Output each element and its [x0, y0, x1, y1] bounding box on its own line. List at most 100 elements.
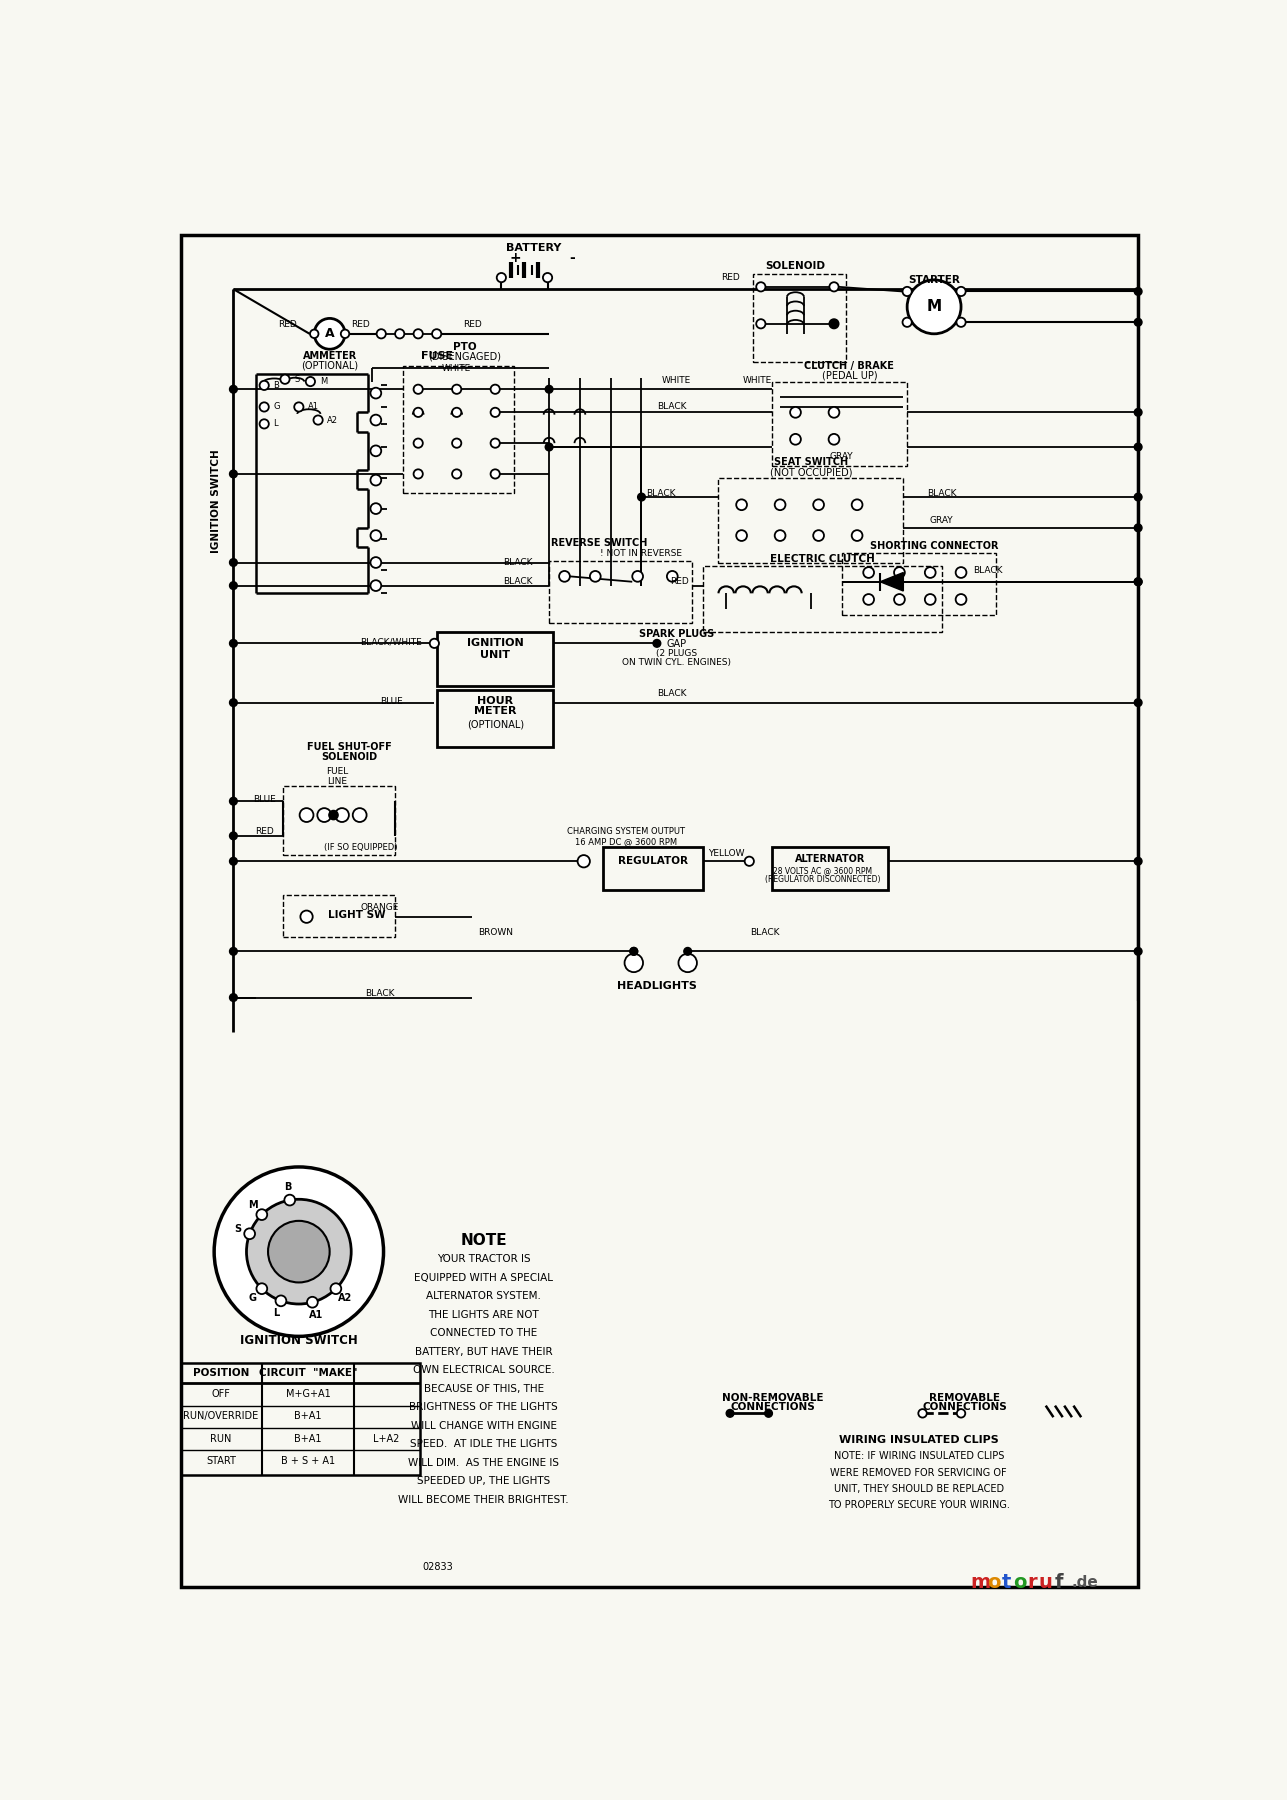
Circle shape: [371, 387, 381, 398]
Circle shape: [919, 1409, 927, 1418]
Circle shape: [413, 470, 423, 479]
Text: B: B: [284, 1183, 291, 1192]
Circle shape: [490, 439, 499, 448]
Text: REVERSE SWITCH: REVERSE SWITCH: [551, 538, 647, 549]
Circle shape: [413, 329, 423, 338]
Text: LIGHT SW: LIGHT SW: [328, 911, 385, 920]
Circle shape: [395, 329, 404, 338]
Circle shape: [229, 581, 237, 589]
Text: 02833: 02833: [422, 1562, 453, 1573]
Circle shape: [256, 1283, 268, 1294]
Text: GRAY: GRAY: [830, 452, 853, 461]
Circle shape: [907, 281, 961, 333]
Circle shape: [260, 403, 269, 412]
Circle shape: [894, 567, 905, 578]
Circle shape: [624, 954, 644, 972]
Circle shape: [653, 639, 660, 648]
Circle shape: [229, 698, 237, 706]
Bar: [283, 895, 395, 938]
Text: o: o: [1013, 1573, 1026, 1593]
Bar: [283, 787, 395, 855]
Text: RUN: RUN: [210, 1435, 232, 1444]
Text: G: G: [248, 1292, 256, 1303]
Circle shape: [229, 558, 237, 567]
Bar: [753, 274, 846, 362]
Circle shape: [629, 947, 637, 956]
Text: t: t: [1001, 1573, 1012, 1593]
Text: UNIT: UNIT: [480, 650, 510, 661]
Text: YELLOW: YELLOW: [708, 850, 744, 859]
Text: (NOT OCCUPIED): (NOT OCCUPIED): [770, 468, 852, 477]
Text: u: u: [1039, 1573, 1053, 1593]
Circle shape: [578, 855, 589, 868]
Text: BLACK: BLACK: [503, 578, 533, 587]
Text: UNIT, THEY SHOULD BE REPLACED: UNIT, THEY SHOULD BE REPLACED: [834, 1483, 1004, 1494]
Circle shape: [1134, 409, 1142, 416]
Circle shape: [341, 329, 349, 338]
Text: BECAUSE OF THIS, THE: BECAUSE OF THIS, THE: [423, 1384, 543, 1393]
Bar: [772, 848, 888, 889]
Text: (DISENGAGED): (DISENGAGED): [427, 351, 501, 362]
Circle shape: [902, 317, 911, 328]
Circle shape: [245, 1228, 255, 1238]
Text: 16 AMP DC @ 3600 RPM: 16 AMP DC @ 3600 RPM: [575, 837, 677, 846]
Bar: [438, 632, 553, 686]
Circle shape: [852, 531, 862, 542]
Text: f: f: [1054, 1573, 1063, 1593]
Circle shape: [1134, 857, 1142, 866]
Text: FUSE: FUSE: [421, 351, 453, 362]
Circle shape: [559, 571, 570, 581]
Circle shape: [329, 810, 338, 819]
Text: BLUE: BLUE: [252, 796, 275, 805]
Circle shape: [331, 1283, 341, 1294]
Text: CONNECTED TO THE: CONNECTED TO THE: [430, 1328, 537, 1337]
Text: RED: RED: [255, 828, 274, 837]
Text: BLACK: BLACK: [658, 689, 687, 698]
Circle shape: [894, 594, 905, 605]
Circle shape: [275, 1296, 286, 1307]
Text: RED: RED: [463, 320, 481, 329]
Text: M: M: [248, 1201, 257, 1210]
Text: RUN/OVERRIDE: RUN/OVERRIDE: [184, 1411, 259, 1422]
Text: B+A1: B+A1: [295, 1411, 322, 1422]
Text: NOTE: NOTE: [461, 1233, 507, 1247]
Circle shape: [925, 594, 936, 605]
Text: SOLENOID: SOLENOID: [766, 261, 825, 272]
Circle shape: [1134, 578, 1142, 585]
Text: FUEL: FUEL: [326, 767, 349, 776]
Text: BATTERY: BATTERY: [506, 243, 561, 254]
Circle shape: [1134, 493, 1142, 500]
Circle shape: [764, 1409, 772, 1417]
Circle shape: [306, 376, 315, 387]
Text: WILL DIM.  AS THE ENGINE IS: WILL DIM. AS THE ENGINE IS: [408, 1458, 559, 1467]
Circle shape: [214, 1166, 384, 1336]
Text: (OPTIONAL): (OPTIONAL): [301, 360, 358, 371]
Circle shape: [413, 385, 423, 394]
Circle shape: [413, 439, 423, 448]
Text: AMMETER: AMMETER: [302, 351, 356, 362]
Text: REGULATOR: REGULATOR: [618, 857, 689, 866]
Text: GRAY: GRAY: [931, 515, 954, 524]
Circle shape: [589, 571, 601, 581]
Text: SPEEDED UP, THE LIGHTS: SPEEDED UP, THE LIGHTS: [417, 1476, 551, 1487]
Circle shape: [371, 531, 381, 542]
Circle shape: [371, 414, 381, 425]
Text: TO PROPERLY SECURE YOUR WIRING.: TO PROPERLY SECURE YOUR WIRING.: [828, 1499, 1009, 1510]
Text: WILL CHANGE WITH ENGINE: WILL CHANGE WITH ENGINE: [411, 1420, 557, 1431]
Text: HEADLIGHTS: HEADLIGHTS: [616, 981, 696, 992]
Circle shape: [308, 1296, 318, 1307]
Text: IGNITION: IGNITION: [467, 639, 524, 648]
Text: -: -: [569, 252, 575, 265]
Text: PTO: PTO: [453, 342, 476, 351]
Circle shape: [490, 470, 499, 479]
Circle shape: [281, 374, 290, 383]
Text: WHITE: WHITE: [662, 376, 691, 385]
Circle shape: [1134, 947, 1142, 956]
Text: o: o: [987, 1573, 1000, 1593]
Circle shape: [829, 283, 839, 292]
Circle shape: [318, 808, 331, 823]
Text: WHITE: WHITE: [743, 376, 772, 385]
Text: BLACK: BLACK: [646, 490, 676, 499]
Text: START: START: [206, 1456, 236, 1465]
Text: HOUR: HOUR: [477, 697, 514, 706]
